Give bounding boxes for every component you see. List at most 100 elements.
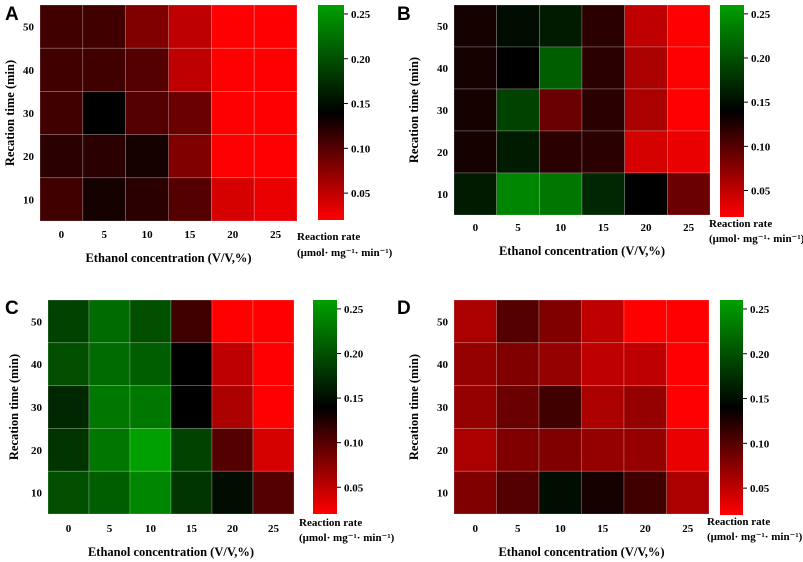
heatmap-cell — [253, 91, 298, 135]
legend-unit: (μmol· mg⁻¹· min⁻¹) — [709, 233, 803, 245]
heatmap-cell — [252, 342, 295, 386]
colorbar — [313, 300, 337, 514]
heatmap-cell — [88, 299, 131, 344]
heatmap-cell — [170, 470, 213, 515]
heatmap-cell — [667, 172, 711, 216]
heatmap-cell — [624, 46, 668, 90]
y-tick-label: 10 — [437, 488, 449, 500]
heatmap-cell — [168, 47, 212, 92]
heatmap-cell — [538, 299, 582, 344]
y-tick-label: 40 — [437, 63, 449, 75]
heatmap-cell — [453, 385, 497, 429]
heatmap-cell — [168, 134, 212, 179]
heatmap-cell — [666, 385, 710, 429]
legend-title: Reaction rate — [297, 231, 360, 243]
colorbar-tick-label: 0.15 — [351, 99, 371, 111]
heatmap-cell — [88, 428, 131, 472]
heatmap-cell — [170, 299, 213, 344]
legend-title: Reaction rate — [707, 516, 770, 528]
heatmap-cell — [623, 428, 667, 472]
y-tick-label: 20 — [437, 445, 449, 457]
heatmap-cell — [623, 342, 667, 386]
heatmap-cell — [581, 342, 625, 386]
heatmap-cell — [666, 299, 710, 344]
heatmap-cell — [125, 134, 169, 179]
y-tick-label: 40 — [437, 359, 449, 371]
heatmap-cell — [496, 4, 540, 48]
heatmap-cell — [581, 46, 625, 90]
panel-letter: A — [5, 4, 19, 25]
heatmap-cell — [82, 134, 126, 179]
x-axis-title: Ethanol concentration (V/V,%) — [88, 545, 254, 559]
heatmap-cell — [667, 88, 711, 132]
heatmap-cell — [496, 342, 540, 386]
y-tick-label: 20 — [31, 445, 43, 457]
heatmap-cell — [667, 130, 711, 174]
heatmap-cell — [82, 177, 126, 222]
heatmap-cell — [129, 342, 172, 386]
y-tick-label: 10 — [437, 189, 449, 201]
x-axis-title: Ethanol concentration (V/V,%) — [85, 251, 251, 265]
y-tick-label: 10 — [23, 194, 35, 206]
colorbar-tick-label: 0.15 — [750, 394, 770, 406]
heatmap-cell — [453, 46, 497, 90]
panel-letter: D — [397, 298, 411, 319]
heatmap-cell — [581, 4, 625, 48]
heatmap-cell — [47, 342, 90, 386]
heatmap-cell — [623, 385, 667, 429]
heatmap-cell — [168, 177, 212, 222]
heatmap-cell — [39, 91, 84, 135]
legend-unit: (μmol· mg⁻¹· min⁻¹) — [299, 532, 395, 544]
heatmap-cell — [47, 470, 90, 515]
colorbar-tick-label: 0.25 — [751, 9, 771, 21]
x-tick-label: 15 — [598, 222, 610, 234]
y-tick-label: 30 — [23, 108, 35, 120]
heatmap-cell — [82, 4, 126, 49]
heatmap-cell — [129, 470, 172, 515]
heatmap-cell — [581, 385, 625, 429]
heatmap-cell — [453, 172, 497, 216]
heatmap-cell — [211, 4, 255, 49]
heatmap-cell — [624, 130, 668, 174]
y-tick-label: 50 — [437, 21, 449, 33]
heatmap-cell — [581, 299, 625, 344]
y-tick-label: 40 — [31, 359, 43, 371]
colorbar — [720, 5, 744, 217]
x-tick-label: 10 — [142, 229, 154, 241]
colorbar-tick-label: 0.25 — [750, 304, 770, 316]
heatmap-cell — [624, 88, 668, 132]
x-tick-label: 20 — [227, 523, 239, 535]
heatmap-cell — [252, 428, 295, 472]
colorbar-tick-label: 0.15 — [344, 393, 364, 405]
colorbar-tick-label: 0.20 — [751, 53, 771, 65]
colorbar-tick-label: 0.10 — [344, 438, 364, 450]
heatmap-cell — [581, 470, 625, 515]
heatmap-cell — [88, 385, 131, 429]
colorbar-tick-label: 0.05 — [751, 186, 771, 198]
heatmap-cell — [453, 4, 497, 48]
heatmap-cell — [453, 299, 497, 344]
heatmap-cell — [252, 385, 295, 429]
heatmap-cell — [538, 385, 582, 429]
heatmap-cell — [666, 470, 710, 515]
heatmap-cell — [129, 299, 172, 344]
x-tick-label: 25 — [683, 222, 695, 234]
x-tick-label: 0 — [66, 523, 72, 535]
colorbar-tick-label: 0.05 — [351, 188, 371, 200]
colorbar-tick-label: 0.10 — [751, 141, 771, 153]
x-tick-label: 0 — [473, 222, 479, 234]
y-tick-label: 20 — [23, 151, 35, 163]
x-tick-label: 20 — [641, 222, 653, 234]
heatmap-cell — [453, 428, 497, 472]
heatmap-cell — [623, 470, 667, 515]
heatmap-cell — [667, 4, 711, 48]
heatmap-cell — [253, 4, 298, 49]
x-tick-label: 5 — [515, 222, 521, 234]
y-tick-label: 30 — [437, 105, 449, 117]
x-tick-label: 5 — [107, 523, 113, 535]
colorbar — [720, 300, 743, 515]
x-tick-label: 10 — [555, 222, 567, 234]
heatmap-cell — [253, 134, 298, 179]
colorbar-tick-label: 0.20 — [351, 54, 371, 66]
x-tick-label: 20 — [227, 229, 239, 241]
